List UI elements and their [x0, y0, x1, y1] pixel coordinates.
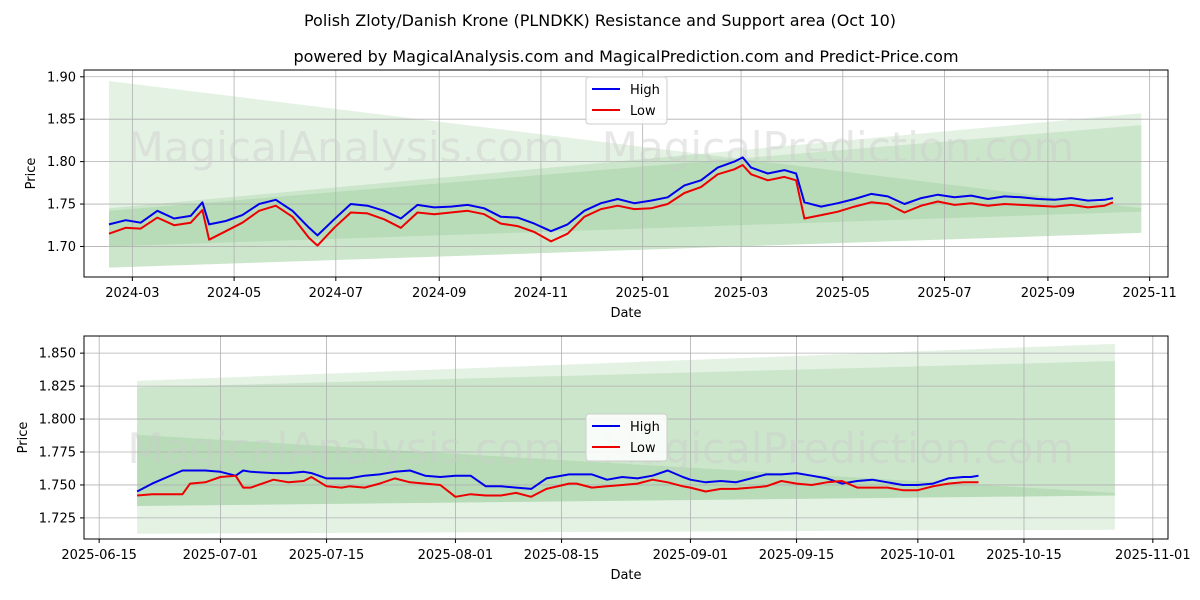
- band-support-resistance-inner: [109, 125, 1142, 247]
- x-tick-label: 2025-09: [1021, 286, 1075, 301]
- y-tick-label: 1.850: [39, 347, 76, 362]
- x-tick-label: 2025-10-01: [880, 548, 956, 563]
- band-support-resistance-rising: [109, 113, 1142, 268]
- bottom-chart-panel: MagicalAnalysis.com MagicalPrediction.com…: [16, 335, 1191, 583]
- x-tick-label: 2025-07: [917, 286, 971, 301]
- plot-frame: [83, 69, 1169, 278]
- x-tick-label: 2025-07-15: [289, 548, 365, 563]
- chart-subtitle: powered by MagicalAnalysis.com and Magic…: [293, 47, 958, 66]
- y-tick-label: 1.775: [39, 446, 76, 461]
- watermark-text-2: MagicalPrediction.com: [602, 424, 1075, 473]
- x-tick-label: 2025-05: [816, 286, 870, 301]
- x-axis-label: Date: [610, 306, 641, 321]
- x-tick-label: 2025-09-15: [759, 548, 835, 563]
- watermark: MagicalAnalysis.com MagicalPrediction.com: [128, 424, 1075, 473]
- x-tick-label: 2025-01: [616, 286, 670, 301]
- y-tick-label: 1.725: [39, 511, 76, 526]
- legend-label-low: Low: [630, 104, 656, 119]
- legend: High Low: [585, 76, 668, 125]
- series-line-high: [108, 156, 1114, 237]
- y-tick-label: 1.750: [39, 478, 76, 493]
- x-tick-label: 2024-07: [309, 286, 363, 301]
- top-chart-panel: MagicalAnalysis.com MagicalPrediction.com…: [24, 69, 1177, 321]
- series-line-low: [108, 164, 1114, 247]
- y-axis-label: Price: [24, 158, 39, 190]
- legend-label-high: High: [630, 83, 660, 98]
- y-tick-label: 1.85: [47, 113, 76, 128]
- x-tick-label: 2025-03: [714, 286, 768, 301]
- watermark-text-1: MagicalAnalysis.com: [128, 123, 565, 172]
- chart-title: Polish Zloty/Danish Krone (PLNDKK) Resis…: [304, 11, 896, 30]
- watermark-text-2: MagicalPrediction.com: [602, 123, 1075, 172]
- x-tick-label: 2025-08-01: [418, 548, 494, 563]
- x-tick-label: 2025-08-15: [524, 548, 600, 563]
- x-tick-label: 2025-11: [1122, 286, 1176, 301]
- legend-label-high: High: [630, 420, 660, 435]
- y-tick-label: 1.90: [47, 70, 76, 85]
- watermark: MagicalAnalysis.com MagicalPrediction.com: [128, 123, 1075, 172]
- y-tick-label: 1.70: [47, 240, 76, 255]
- plot-frame: [83, 335, 1169, 540]
- y-axis-label: Price: [16, 422, 31, 454]
- x-tick-label: 2025-07-01: [183, 548, 259, 563]
- legend-label-low: Low: [630, 441, 656, 456]
- x-tick-label: 2024-11: [514, 286, 568, 301]
- band-support-resistance-outer: [109, 81, 1142, 268]
- y-tick-label: 1.80: [47, 155, 76, 170]
- x-tick-label: 2024-03: [105, 286, 159, 301]
- y-tick-label: 1.800: [39, 413, 76, 428]
- legend: High Low: [585, 413, 668, 462]
- y-tick-label: 1.75: [47, 198, 76, 213]
- x-tick-label: 2025-11-01: [1115, 548, 1191, 563]
- x-tick-label: 2025-09-01: [653, 548, 729, 563]
- x-tick-label: 2024-09: [412, 286, 466, 301]
- y-tick-label: 1.825: [39, 380, 76, 395]
- x-axis-label: Date: [610, 568, 641, 583]
- watermark-text-1: MagicalAnalysis.com: [128, 424, 565, 473]
- series-line-low: [137, 474, 979, 498]
- x-tick-label: 2025-10-15: [986, 548, 1062, 563]
- x-tick-label: 2024-05: [207, 286, 261, 301]
- x-tick-label: 2025-06-15: [61, 548, 137, 563]
- band-group: [109, 81, 1142, 268]
